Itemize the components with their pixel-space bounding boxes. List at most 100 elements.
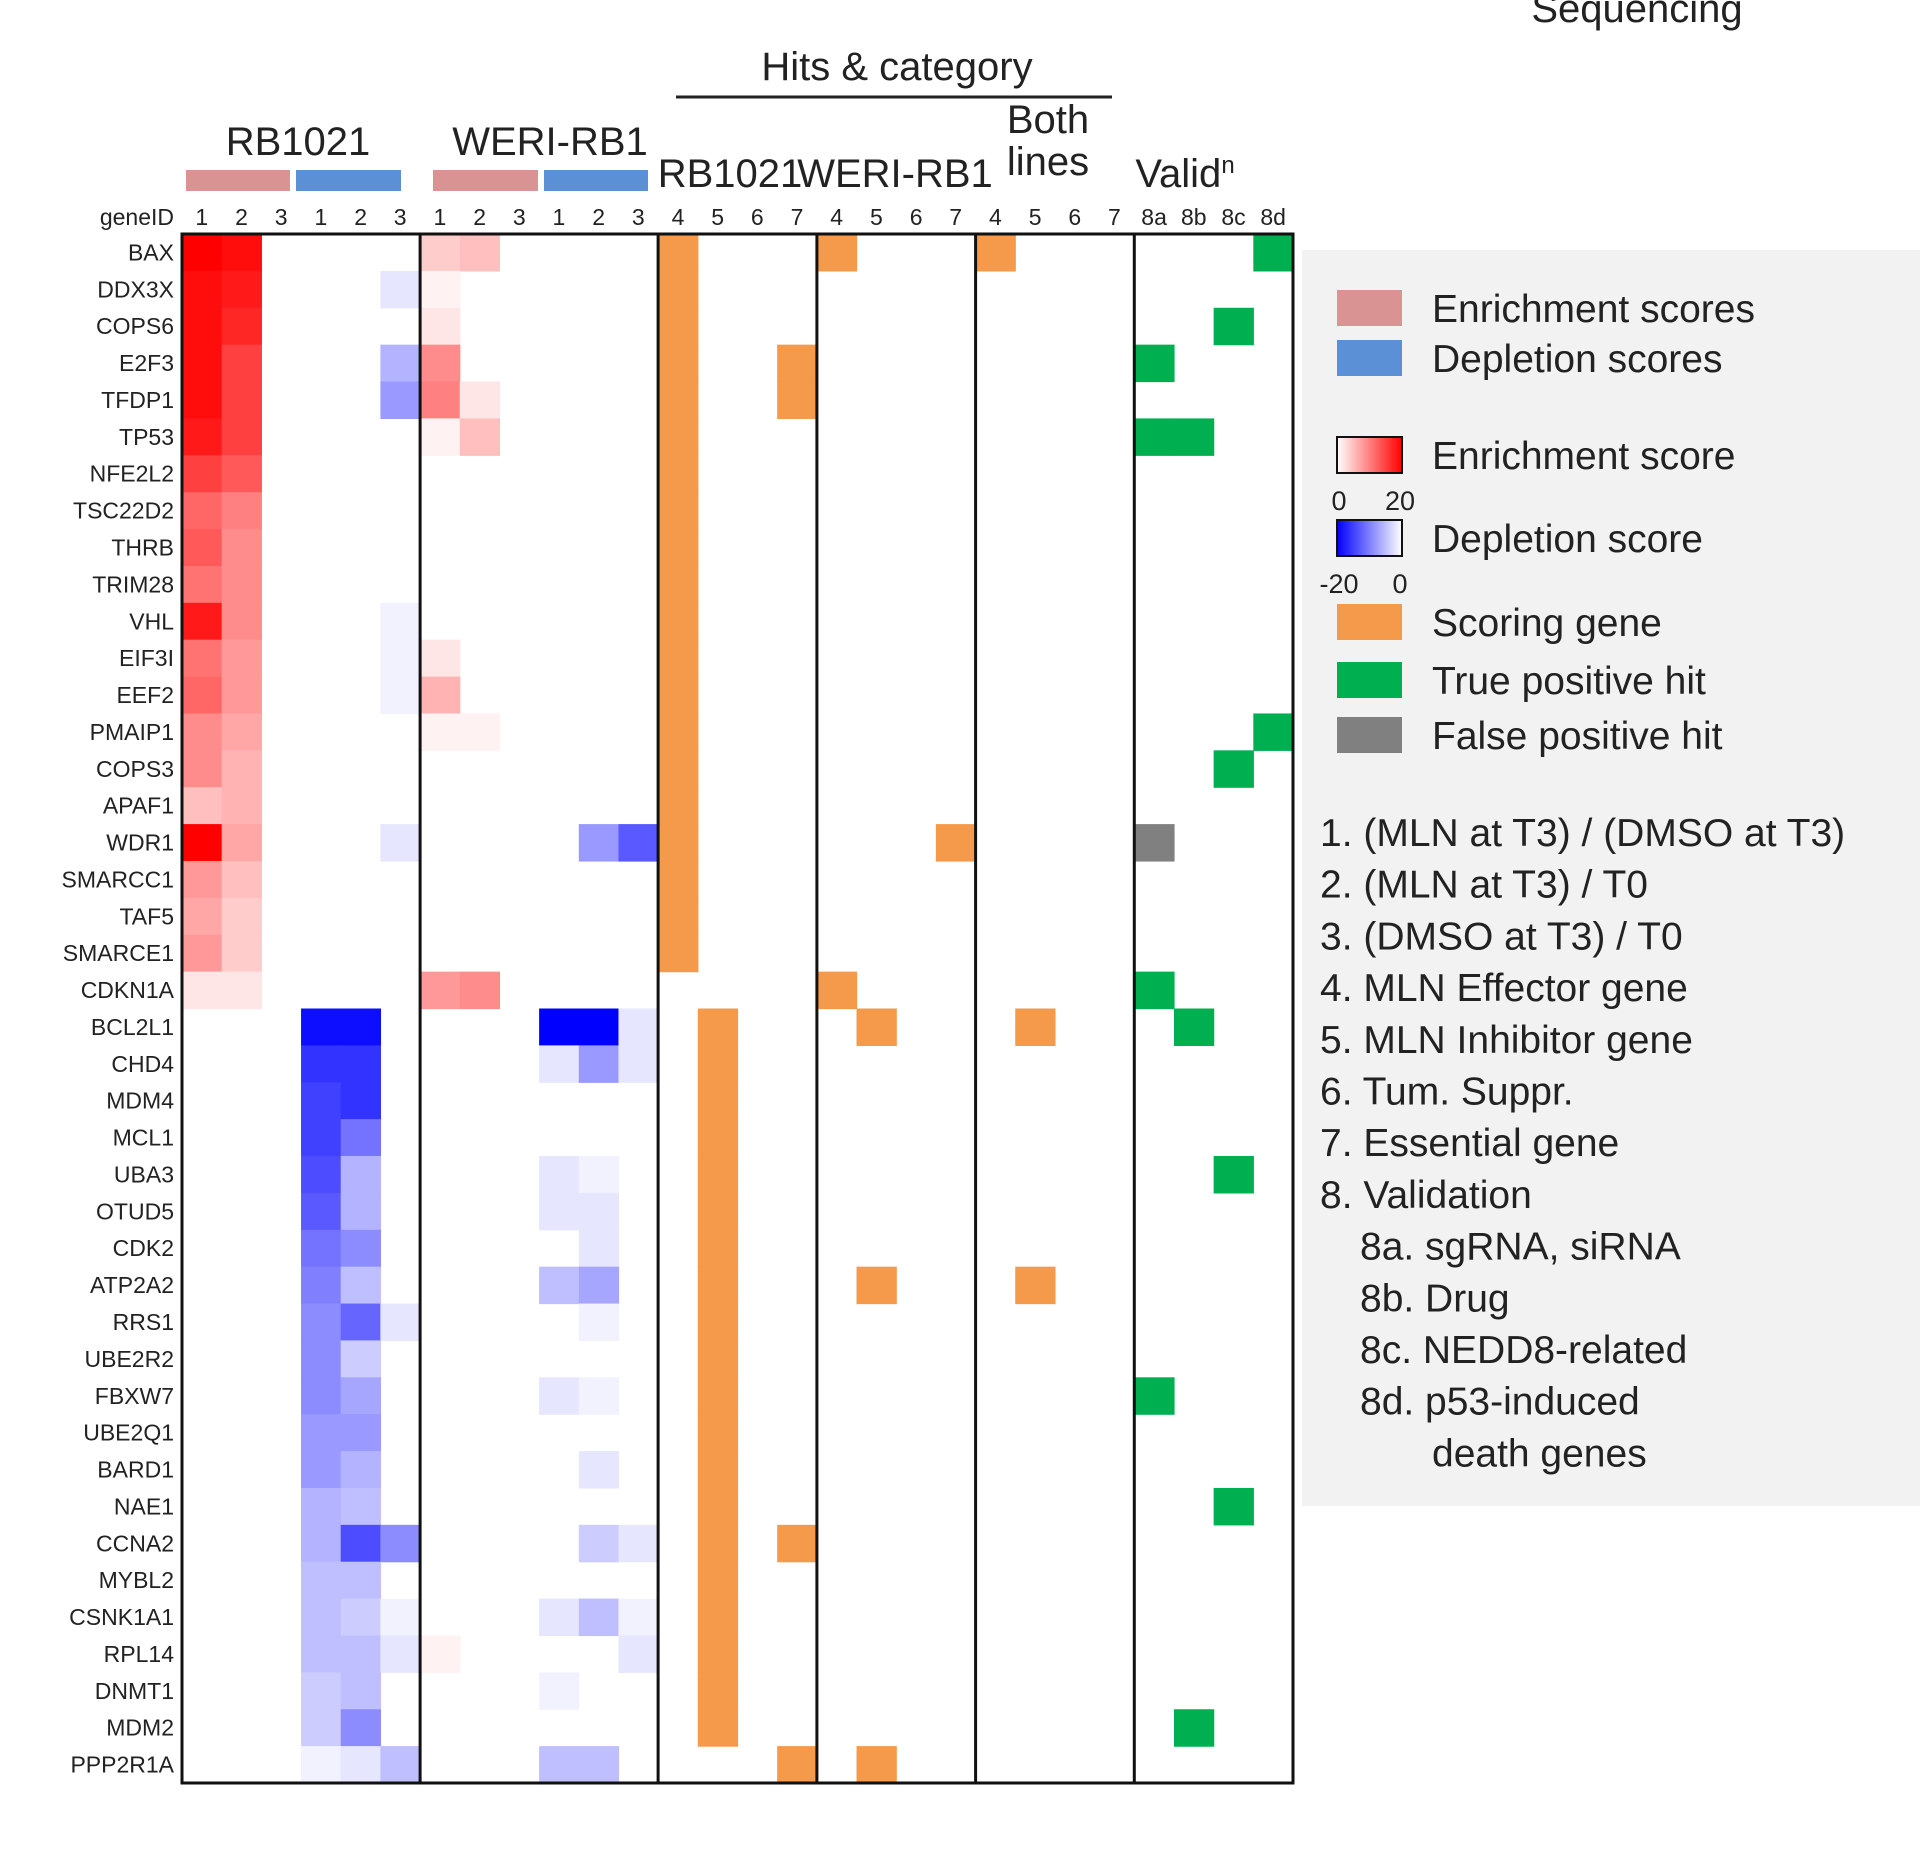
heatmap-cell	[578, 1598, 620, 1637]
column-label: 6	[1068, 204, 1081, 230]
legend-label: Scoring gene	[1432, 602, 1662, 645]
header-bar-rb1021-enrichment	[186, 170, 290, 191]
heatmap-cell	[380, 1598, 421, 1637]
gene-label: COPS6	[96, 313, 174, 339]
legend-swatch-enrich-bar	[1337, 290, 1402, 326]
scoring-gene-cell	[697, 1008, 739, 1046]
true-positive-cell	[1134, 971, 1175, 1010]
heatmap-cell	[301, 1082, 342, 1120]
heatmap-cell	[380, 344, 421, 383]
false-positive-cell	[1134, 824, 1175, 862]
heatmap-cell	[340, 1487, 381, 1526]
scoring-gene-cell	[697, 1192, 739, 1231]
scoring-gene-cell	[658, 381, 699, 419]
gene-label: UBA3	[114, 1162, 174, 1188]
heatmap-cell	[221, 676, 262, 715]
heatmap-cell	[182, 787, 223, 825]
scoring-gene-cell	[658, 492, 699, 530]
gene-label: MYBL2	[99, 1567, 174, 1593]
heatmap-cell	[301, 1340, 342, 1378]
scoring-gene-cell	[658, 639, 699, 678]
scoring-gene-cell	[658, 713, 699, 751]
heatmap-cell	[301, 1709, 342, 1747]
heatmap-cell	[420, 418, 461, 456]
column-label: 8b	[1181, 204, 1207, 230]
heatmap-cell	[420, 676, 461, 715]
heatmap-cell	[618, 1008, 659, 1046]
heatmap-cell	[221, 860, 262, 899]
heatmap-cell	[539, 1156, 580, 1194]
heatmap-cell	[182, 529, 223, 567]
heatmap-cell	[420, 1635, 461, 1673]
heatmap-cell	[221, 824, 262, 862]
heatmap-frame	[180, 232, 1295, 1785]
gene-label: DDX3X	[97, 276, 174, 302]
gene-label: UBE2Q1	[83, 1420, 174, 1446]
heatmap-cell	[182, 602, 223, 641]
column-label: 1	[434, 204, 447, 230]
legend-note: 6. Tum. Suppr.	[1320, 1071, 1574, 1114]
heatmap-cell	[380, 381, 421, 419]
legend-label: Depletion score	[1432, 518, 1703, 561]
gene-label: MDM4	[106, 1088, 174, 1114]
column-label: 1	[553, 204, 566, 230]
true-positive-cell	[1173, 1008, 1215, 1046]
heatmap-cell	[578, 1045, 620, 1083]
gene-label: OTUD5	[96, 1198, 174, 1224]
heatmap-cell	[301, 1192, 342, 1231]
true-positive-cell	[1134, 344, 1175, 383]
heatmap-cell	[301, 1008, 342, 1046]
true-positive-cell	[1173, 418, 1215, 456]
heatmap-cell	[578, 824, 620, 862]
scoring-gene-cell	[658, 824, 699, 862]
valid-superscript: n	[1221, 152, 1234, 179]
legend-note: 1. (MLN at T3) / (DMSO at T3)	[1320, 812, 1845, 855]
scoring-gene-cell	[658, 860, 699, 899]
gene-label: MCL1	[113, 1125, 174, 1151]
heatmap-cell	[420, 270, 461, 309]
heatmap-cell	[380, 270, 421, 309]
gene-label: SMARCC1	[62, 866, 174, 892]
gene-label: RPL14	[104, 1641, 175, 1667]
heatmap-cell	[578, 1156, 620, 1194]
column-label: 6	[751, 204, 764, 230]
scoring-gene-cell	[658, 787, 699, 825]
gene-label: COPS3	[96, 756, 174, 782]
heatmap-cell	[539, 1266, 580, 1305]
heatmap-cell	[340, 1414, 381, 1452]
column-label: 1	[315, 204, 328, 230]
gene-label: FBXW7	[95, 1383, 174, 1409]
heatmap-cell	[578, 1192, 620, 1231]
heatmap-cell	[340, 1119, 381, 1157]
column-label: 5	[711, 204, 724, 230]
scoring-gene-cell	[697, 1598, 739, 1637]
hit-group-valid: Validn	[1135, 152, 1234, 196]
legend-label: False positive hit	[1432, 715, 1723, 758]
legend-label: Enrichment score	[1432, 435, 1735, 478]
heatmap-cell	[301, 1414, 342, 1452]
column-label: 4	[830, 204, 843, 230]
heatmap-cell	[340, 1377, 381, 1415]
heatmap-cell	[182, 492, 223, 530]
heatmap-cell	[221, 418, 262, 456]
heatmap-cell	[221, 602, 262, 641]
gene-label: BAX	[128, 239, 174, 265]
heatmap-cell	[420, 307, 461, 346]
heatmap-cell	[221, 897, 262, 936]
heatmap-cell	[380, 1746, 421, 1784]
heatmap-cell	[578, 1008, 620, 1046]
hit-group-weri: WERI-RB1	[797, 152, 993, 196]
heatmap-cell	[420, 639, 461, 678]
scoring-gene-cell	[658, 934, 699, 973]
scoring-gene-cell	[697, 1303, 739, 1342]
scoring-gene-cell	[856, 1266, 897, 1305]
heatmap-cell	[182, 750, 223, 788]
hit-group-both-line1: Both	[1007, 98, 1089, 142]
column-label: 2	[354, 204, 367, 230]
header-bar-weri-depletion	[544, 170, 648, 191]
column-label: 7	[949, 204, 962, 230]
heatmap-cell	[459, 713, 501, 751]
heatmap-cell	[539, 1377, 580, 1415]
heatmap-cell	[182, 565, 223, 604]
